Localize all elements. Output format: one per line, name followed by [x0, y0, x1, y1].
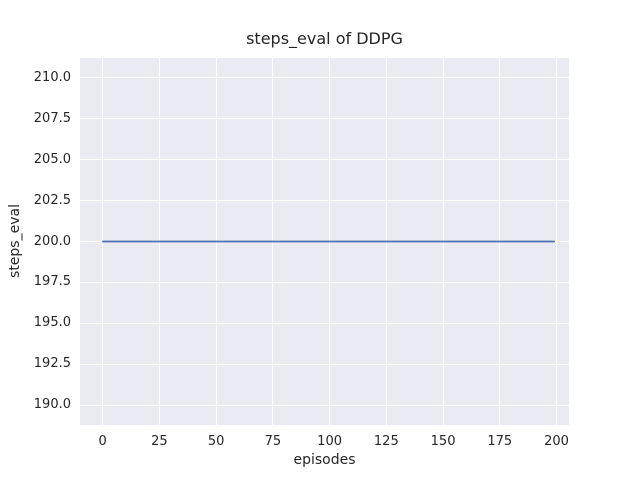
chart-title: steps_eval of DDPG	[246, 29, 403, 48]
x-tick-label: 50	[207, 434, 225, 449]
y-tick-label: 200.0	[33, 233, 71, 249]
x-tick-label: 175	[487, 434, 513, 449]
y-tick-label: 205.0	[33, 151, 71, 167]
y-gridline	[80, 322, 569, 324]
x-tick-label: 0	[98, 434, 107, 449]
y-gridline	[80, 77, 569, 79]
y-gridline	[80, 404, 569, 406]
line-series	[101, 240, 556, 243]
y-gridline	[80, 363, 569, 365]
x-tick-label: 100	[317, 434, 343, 449]
y-tick-label: 190.0	[33, 397, 71, 413]
y-tick-label: 202.5	[33, 192, 71, 208]
y-tick-label: 195.0	[33, 315, 71, 331]
y-gridline	[80, 281, 569, 283]
x-tick-label: 150	[430, 434, 456, 449]
x-tick-label: 25	[151, 434, 168, 449]
y-gridline	[80, 118, 569, 120]
y-tick-label: 192.5	[33, 356, 71, 372]
x-tick-label: 125	[373, 434, 399, 449]
x-tick-label: 200	[544, 434, 569, 449]
y-gridline	[80, 159, 569, 161]
y-axis-label: steps_eval	[7, 204, 23, 278]
y-gridline	[80, 200, 569, 202]
y-tick-label: 207.5	[33, 110, 71, 126]
x-axis-label: episodes	[293, 452, 356, 468]
plot-area	[80, 58, 569, 425]
y-tick-label: 210.0	[33, 69, 71, 85]
y-tick-label: 197.5	[33, 274, 71, 290]
x-tick-label: 75	[264, 434, 282, 449]
